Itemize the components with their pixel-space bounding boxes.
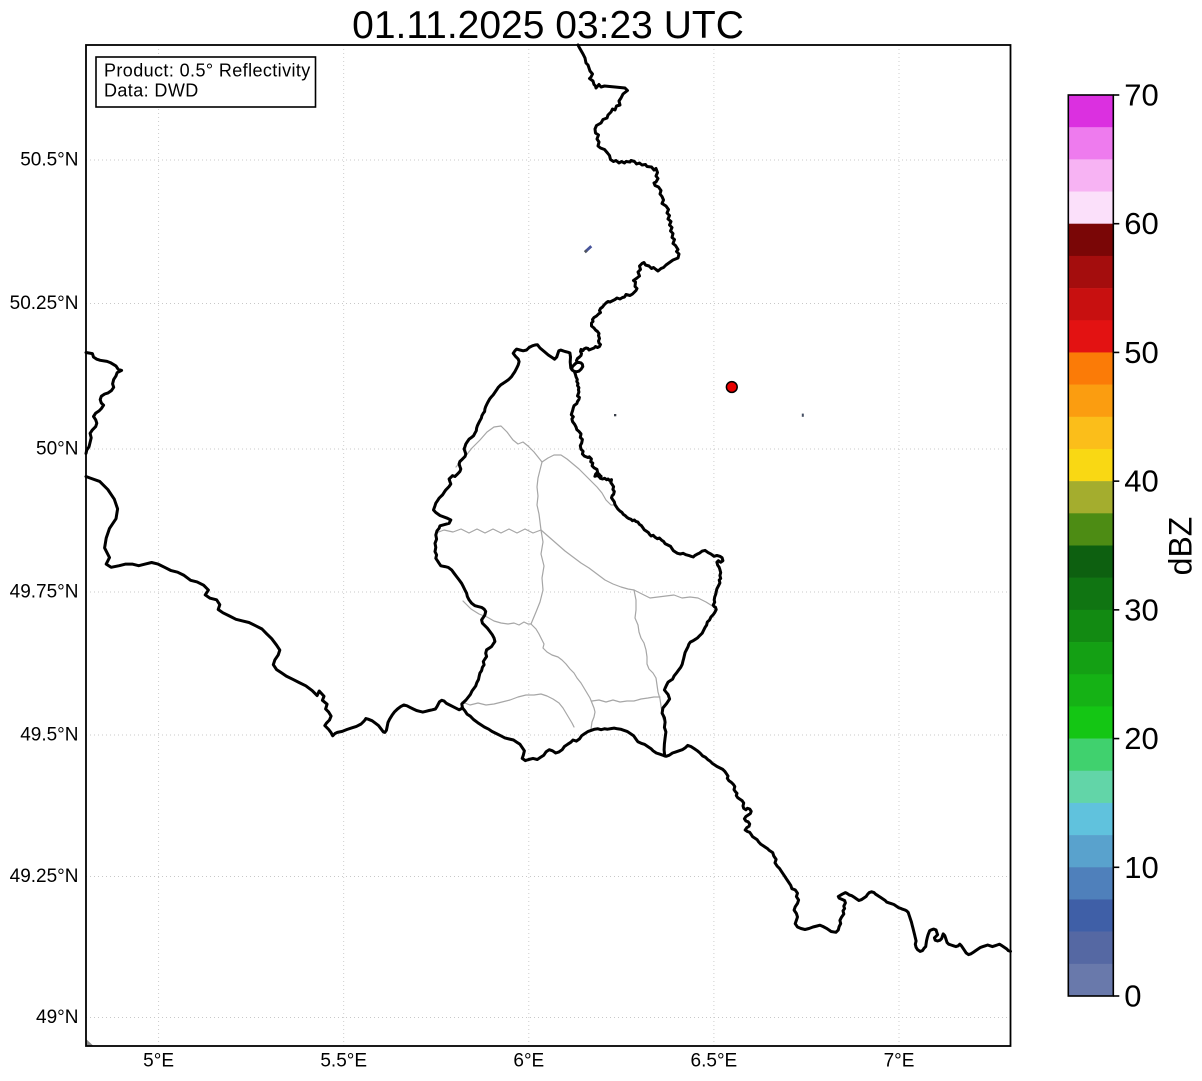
svg-text:49.75°N: 49.75°N — [10, 582, 79, 603]
svg-text:40: 40 — [1124, 464, 1158, 499]
svg-text:30: 30 — [1124, 592, 1158, 627]
svg-text:60: 60 — [1124, 206, 1158, 241]
svg-text:5°E: 5°E — [143, 1051, 174, 1072]
svg-text:Product: 0.5° Reflectivity: Product: 0.5° Reflectivity — [104, 61, 311, 81]
svg-text:0: 0 — [1124, 979, 1141, 1014]
svg-text:50.5°N: 50.5°N — [20, 150, 78, 171]
svg-text:7°E: 7°E — [884, 1051, 915, 1072]
svg-text:50.25°N: 50.25°N — [10, 293, 79, 314]
svg-text:Data: DWD: Data: DWD — [104, 81, 199, 101]
svg-text:dBZ: dBZ — [1163, 517, 1199, 576]
svg-text:6.5°E: 6.5°E — [691, 1051, 738, 1072]
svg-text:50°N: 50°N — [36, 439, 78, 460]
svg-text:6°E: 6°E — [513, 1051, 544, 1072]
svg-text:49.5°N: 49.5°N — [20, 725, 78, 746]
svg-text:5.5°E: 5.5°E — [320, 1051, 367, 1072]
svg-text:70: 70 — [1124, 78, 1158, 113]
svg-text:10: 10 — [1124, 850, 1158, 885]
svg-text:49.25°N: 49.25°N — [10, 866, 79, 887]
svg-text:20: 20 — [1124, 721, 1158, 756]
svg-text:01.11.2025 03:23 UTC: 01.11.2025 03:23 UTC — [352, 4, 744, 47]
svg-text:50: 50 — [1124, 335, 1158, 370]
svg-text:49°N: 49°N — [36, 1007, 78, 1028]
